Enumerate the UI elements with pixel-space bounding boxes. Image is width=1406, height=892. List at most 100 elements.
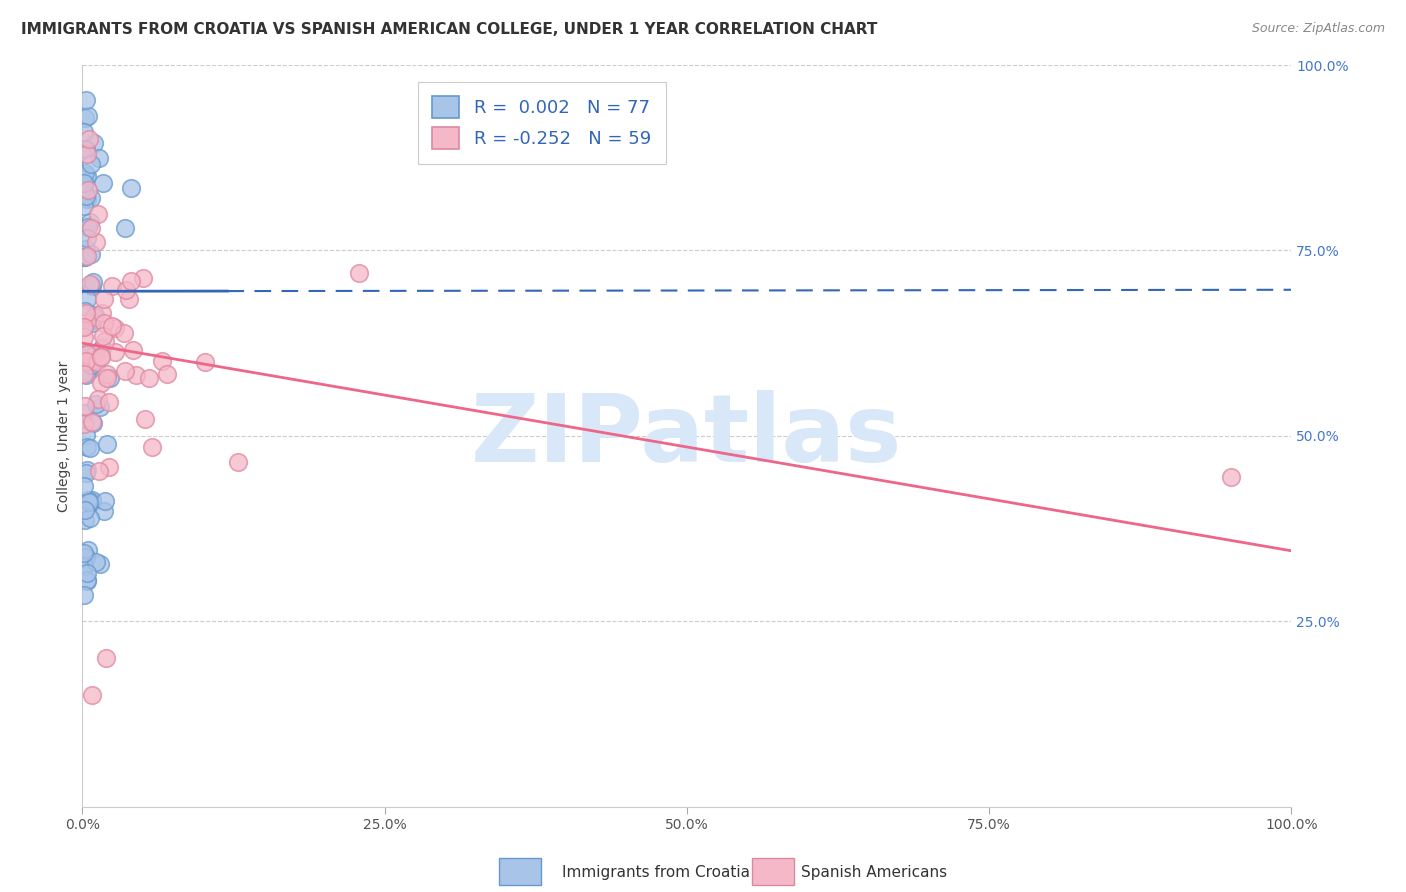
Point	[76, 573, 98, 587]
Point	[112, 326, 135, 340]
Point	[75, 93, 97, 107]
Point	[75, 242, 97, 256]
Point	[86, 355, 108, 369]
Point	[75, 466, 97, 480]
Point	[93, 316, 115, 330]
Point	[80, 415, 103, 429]
Point	[97, 395, 120, 409]
Point	[72, 588, 94, 602]
Point	[226, 455, 249, 469]
Point	[72, 173, 94, 187]
Legend: R =  0.002   N = 77, R = -0.252   N = 59: R = 0.002 N = 77, R = -0.252 N = 59	[418, 81, 665, 163]
Point	[76, 347, 98, 361]
Point	[73, 165, 96, 179]
Point	[77, 183, 100, 197]
Point	[77, 132, 100, 146]
Point	[84, 555, 107, 569]
Point	[79, 511, 101, 525]
Point	[91, 306, 114, 320]
Point	[76, 169, 98, 183]
Point	[82, 279, 104, 293]
Point	[76, 574, 98, 588]
Point	[79, 441, 101, 455]
Point	[76, 440, 98, 454]
Point	[73, 304, 96, 318]
Text: Immigrants from Croatia: Immigrants from Croatia	[562, 865, 751, 880]
Point	[76, 249, 98, 263]
Point	[84, 347, 107, 361]
Point	[120, 181, 142, 195]
Point	[80, 157, 103, 171]
Point	[98, 460, 121, 475]
Point	[72, 176, 94, 190]
Text: ZIPatlas: ZIPatlas	[471, 390, 903, 482]
Point	[76, 292, 98, 306]
Point	[79, 190, 101, 204]
Point	[104, 320, 127, 334]
Point	[72, 368, 94, 382]
Point	[73, 417, 96, 431]
Point	[82, 416, 104, 430]
Point	[83, 136, 105, 151]
Point	[72, 479, 94, 493]
Point	[79, 247, 101, 261]
Point	[90, 376, 112, 390]
Point	[72, 126, 94, 140]
Point	[77, 109, 100, 123]
Point	[96, 437, 118, 451]
Point	[94, 334, 117, 348]
Point	[91, 176, 114, 190]
Point	[77, 542, 100, 557]
Text: IMMIGRANTS FROM CROATIA VS SPANISH AMERICAN COLLEGE, UNDER 1 YEAR CORRELATION CH: IMMIGRANTS FROM CROATIA VS SPANISH AMERI…	[21, 22, 877, 37]
Point	[75, 549, 97, 564]
Point	[72, 181, 94, 195]
Point	[96, 651, 118, 665]
Point	[89, 400, 111, 414]
Point	[75, 188, 97, 202]
Point	[90, 341, 112, 355]
Point	[75, 354, 97, 368]
Point	[73, 503, 96, 517]
Point	[84, 397, 107, 411]
Point	[82, 275, 104, 289]
Point	[83, 310, 105, 325]
Point	[75, 142, 97, 156]
Point	[90, 349, 112, 363]
Point	[100, 318, 122, 333]
Point	[80, 358, 103, 372]
Point	[73, 250, 96, 264]
Point	[76, 493, 98, 508]
Text: Spanish Americans: Spanish Americans	[801, 865, 948, 880]
Point	[114, 364, 136, 378]
Point	[156, 367, 179, 381]
Point	[138, 371, 160, 385]
Point	[75, 368, 97, 383]
Point	[73, 316, 96, 330]
Point	[86, 207, 108, 221]
Point	[115, 283, 138, 297]
Point	[72, 320, 94, 334]
Point	[91, 328, 114, 343]
Point	[73, 199, 96, 213]
Point	[132, 270, 155, 285]
Point	[114, 220, 136, 235]
Point	[76, 347, 98, 361]
Text: Source: ZipAtlas.com: Source: ZipAtlas.com	[1251, 22, 1385, 36]
Point	[89, 557, 111, 571]
Y-axis label: College, Under 1 year: College, Under 1 year	[58, 360, 72, 511]
Point	[1219, 469, 1241, 483]
Point	[79, 354, 101, 368]
Point	[84, 308, 107, 322]
Point	[73, 514, 96, 528]
Point	[79, 215, 101, 229]
Point	[76, 147, 98, 161]
Point	[96, 367, 118, 381]
Point	[77, 354, 100, 368]
Point	[76, 231, 98, 245]
Point	[80, 689, 103, 703]
Point	[73, 318, 96, 332]
Point	[120, 273, 142, 287]
Point	[73, 142, 96, 156]
Point	[82, 312, 104, 326]
Point	[73, 560, 96, 574]
